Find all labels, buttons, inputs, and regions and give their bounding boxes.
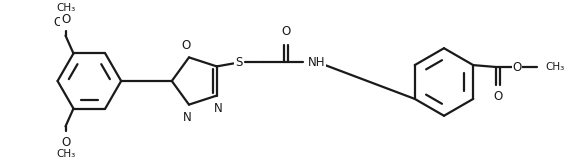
Text: N: N [214, 102, 223, 115]
Text: CH₃: CH₃ [545, 62, 565, 72]
Text: O: O [61, 13, 70, 26]
Text: O: O [182, 39, 190, 52]
Text: NH: NH [308, 56, 326, 69]
Text: O: O [281, 25, 291, 38]
Text: O: O [512, 61, 522, 74]
Text: CH₃: CH₃ [56, 3, 75, 13]
Text: CH₃: CH₃ [56, 149, 75, 159]
Text: O: O [53, 16, 62, 29]
Text: S: S [235, 56, 242, 69]
Text: N: N [183, 111, 192, 124]
Text: O: O [493, 90, 503, 103]
Text: O: O [61, 136, 70, 149]
